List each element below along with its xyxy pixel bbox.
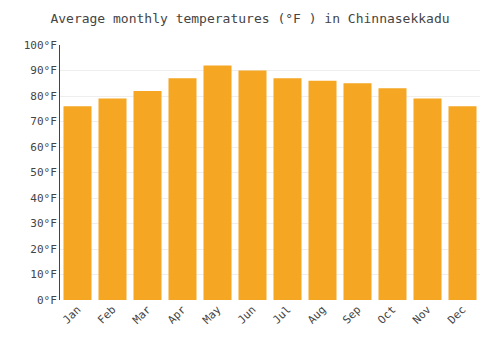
svg-text:Sep: Sep	[340, 303, 363, 326]
svg-text:40°F: 40°F	[30, 192, 57, 205]
svg-text:Aug: Aug	[305, 303, 328, 326]
svg-text:Jan: Jan	[60, 303, 83, 326]
svg-text:Feb: Feb	[95, 303, 118, 326]
svg-text:Apr: Apr	[165, 303, 189, 327]
svg-text:70°F: 70°F	[30, 115, 57, 128]
svg-text:90°F: 90°F	[30, 64, 57, 77]
svg-text:Mar: Mar	[130, 303, 154, 327]
svg-text:50°F: 50°F	[30, 166, 57, 179]
svg-text:Jun: Jun	[235, 303, 258, 326]
svg-text:Dec: Dec	[445, 303, 468, 326]
svg-text:0°F: 0°F	[37, 294, 57, 307]
svg-text:30°F: 30°F	[30, 217, 57, 230]
svg-text:Jul: Jul	[270, 303, 293, 326]
svg-text:Oct: Oct	[375, 303, 398, 326]
svg-text:60°F: 60°F	[30, 141, 57, 154]
svg-text:Average monthly temperatures (: Average monthly temperatures (°F ) in Ch…	[50, 11, 449, 26]
svg-text:May: May	[200, 303, 224, 327]
svg-text:80°F: 80°F	[30, 90, 57, 103]
svg-text:Nov: Nov	[410, 303, 434, 327]
svg-text:100°F: 100°F	[24, 39, 57, 52]
svg-text:20°F: 20°F	[30, 243, 57, 256]
svg-text:10°F: 10°F	[30, 268, 57, 281]
